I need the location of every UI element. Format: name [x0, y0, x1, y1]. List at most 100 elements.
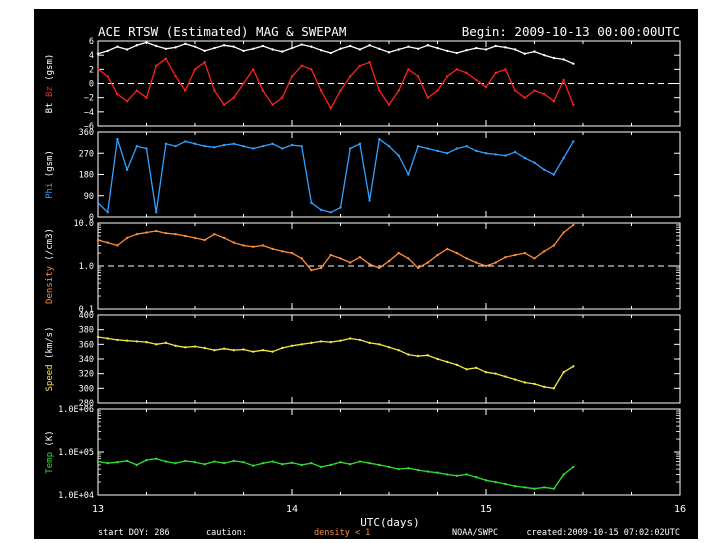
density-y-label-part: (/cm3) — [45, 228, 55, 266]
mag-data-point — [222, 44, 226, 47]
speed-data-point — [222, 347, 226, 350]
mag-data-point — [184, 89, 187, 92]
mag-data-point — [174, 46, 177, 49]
speed-y-tick-label: 280 — [79, 399, 94, 409]
phi-data-point — [552, 173, 556, 176]
mag-data-point — [552, 56, 556, 60]
temp-data-point — [290, 461, 294, 465]
mag-data-point — [572, 103, 575, 106]
mag-data-point — [319, 89, 323, 92]
density-data-point — [213, 232, 216, 236]
speed-data-point — [446, 360, 449, 364]
mag-data-point — [349, 75, 352, 78]
speed-data-point — [562, 371, 565, 374]
temp-series-temp — [97, 458, 574, 490]
mag-data-point — [387, 51, 391, 54]
speed-data-point — [523, 381, 526, 384]
temp-data-point — [416, 468, 420, 472]
density-y-tick-label: 1.0 — [79, 262, 94, 272]
phi-data-point — [310, 201, 313, 205]
mag-data-point — [407, 68, 410, 71]
mag-data-point — [290, 75, 294, 78]
phi-data-point — [475, 149, 478, 153]
mag-data-point — [358, 48, 362, 51]
mag-data-point — [484, 85, 488, 89]
phi-y-tick-label: 270 — [79, 149, 94, 159]
phi-data-point — [523, 156, 526, 160]
temp-data-point — [339, 460, 342, 464]
phi-data-point — [378, 137, 381, 141]
mag-data-point — [494, 44, 497, 48]
temp-data-point — [465, 473, 468, 476]
temp-data-point — [281, 463, 284, 466]
temp-y-tick-label: 1.0E+06 — [58, 405, 94, 415]
speed-y-tick-label: 380 — [79, 326, 94, 336]
speed-data-point — [281, 346, 284, 350]
density-data-point — [349, 261, 352, 264]
phi-y-tick-label: 360 — [79, 128, 94, 138]
speed-data-point — [426, 354, 429, 357]
mag-data-point — [543, 92, 546, 96]
phi-data-point — [533, 161, 536, 164]
phi-y-label-part: (gsm) — [45, 150, 55, 183]
mag-data-point — [475, 78, 478, 82]
mag-data-point — [310, 68, 313, 71]
mag-series-bz — [97, 58, 574, 109]
mag-data-point — [232, 45, 235, 48]
mag-data-point — [504, 68, 507, 71]
phi-data-point — [213, 146, 216, 149]
mag-data-point — [455, 51, 459, 55]
speed-data-point — [261, 349, 265, 352]
speed-data-point — [106, 337, 109, 340]
density-data-point — [339, 257, 342, 260]
density-y-label-part: Density — [45, 265, 55, 304]
temp-data-point — [174, 461, 177, 465]
phi-data-point — [155, 211, 158, 214]
speed-data-point — [368, 341, 371, 345]
mag-data-point — [203, 61, 206, 64]
density-data-point — [572, 223, 575, 227]
phi-data-point — [203, 144, 206, 148]
phi-data-point — [484, 152, 488, 155]
mag-data-point — [533, 89, 536, 92]
temp-data-point — [407, 467, 410, 470]
temp-data-point — [184, 459, 187, 463]
speed-data-point — [504, 375, 507, 378]
mag-data-point — [368, 44, 371, 47]
density-data-point — [203, 238, 206, 242]
density-data-point — [455, 251, 459, 255]
phi-data-point — [387, 144, 391, 148]
mag-data-point — [222, 103, 226, 106]
density-data-point — [155, 229, 158, 233]
footer-density-note: density < 1 — [314, 528, 370, 538]
x-axis: 13 14 15 16 — [92, 504, 686, 515]
density-y-tick-label: 0.1 — [79, 305, 94, 315]
density-data-point — [271, 247, 274, 251]
phi-series-phi — [97, 138, 574, 213]
x-tick-label: 13 — [92, 504, 104, 515]
temp-data-point — [300, 463, 303, 467]
temp-data-point — [106, 461, 109, 465]
temp-data-point — [271, 460, 274, 463]
density-y-axis-label: Density (/cm3) — [45, 228, 55, 304]
mag-data-point — [213, 89, 216, 92]
phi-data-point — [465, 144, 468, 148]
mag-data-point — [465, 49, 468, 52]
mag-data-point — [455, 68, 459, 71]
density-data-point — [426, 261, 429, 264]
speed-data-point — [290, 344, 294, 347]
speed-data-point — [135, 340, 138, 343]
mag-data-point — [513, 48, 517, 51]
phi-data-point — [416, 144, 420, 148]
speed-data-point — [552, 387, 556, 390]
temp-data-point — [494, 480, 497, 484]
speed-y-tick-label: 300 — [79, 384, 94, 394]
temp-data-point — [543, 486, 546, 489]
chart-title: ACE RTSW (Estimated) MAG & SWEPAM — [98, 24, 346, 39]
speed-data-point — [164, 341, 168, 345]
density-data-point — [174, 232, 177, 236]
density-data-point — [387, 259, 391, 263]
temp-data-point — [125, 459, 129, 463]
phi-data-point — [135, 144, 138, 148]
temp-data-point — [475, 475, 478, 479]
